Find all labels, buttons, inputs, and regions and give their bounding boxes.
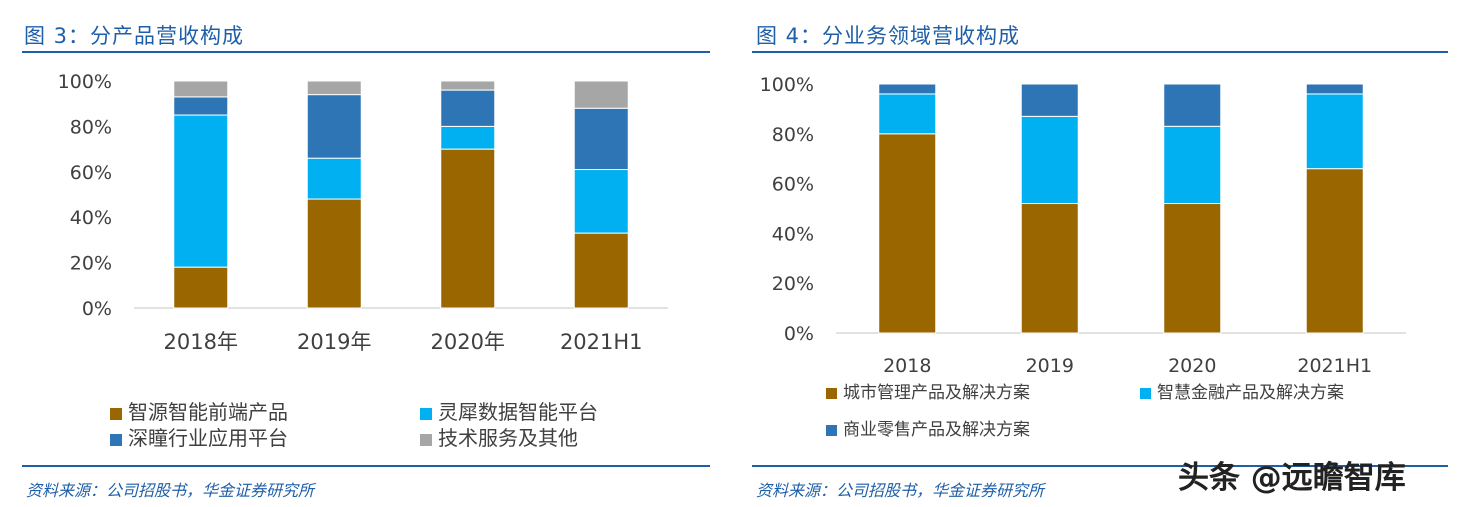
fig3-legend-label: 技术服务及其他 [438,426,578,450]
figure-3-bottom-rule [22,465,710,467]
fig4-legend-swatch [826,388,837,399]
fig3-bar-segment [173,266,229,309]
fig3-bar-segment [173,114,229,268]
fig3-legend-swatch [110,408,122,420]
fig3-bar-segment [306,80,362,96]
fig3-bar-segment [306,157,362,200]
fig3-ytick-label: 80% [70,116,112,138]
fig3-bar-segment [440,80,496,91]
figure-4-panel: 图 4：分业务领域营收构成 0% 20% 40% 60% 80% 100% 2018 2019… [730,0,1462,507]
figure-3-panel: 图 3：分产品营收构成 0% 20% 40% 60% 80% 100% 2018年 2019年… [0,0,720,507]
fig4-ytick-label: 0% [784,323,814,345]
figure-4-title: 图 4：分业务领域营收构成 [756,24,1021,48]
fig4-ytick-label: 60% [772,174,814,196]
fig3-legend-swatch [110,434,122,446]
fig3-bar-segment [573,169,629,234]
fig3-ytick-label: 0% [82,298,112,320]
fig3-bar-segment [173,80,229,98]
figure-3-chart: 0% 20% 40% 60% 80% 100% 2018年 2019年 2020年 2021H1 智… [58,71,668,450]
fig4-bar-segment [1020,203,1079,334]
figure-4-bottom-rule [752,465,1448,467]
fig3-bar-segment [440,125,496,150]
fig4-bar-segment [1305,83,1364,95]
figure-3-source: 资料来源：公司招股书，华金证券研究所 [26,481,315,500]
fig4-bar-segment [1163,203,1222,334]
fig4-bar-segment [1163,125,1222,205]
fig3-ytick-label: 20% [70,253,112,275]
figure-4-source: 资料来源：公司招股书，华金证券研究所 [756,481,1045,500]
fig3-legend-label: 智源智能前端产品 [128,400,288,424]
fig4-category-label: 2020 [1168,355,1216,377]
fig4-legend-label: 城市管理产品及解决方案 [843,383,1030,403]
fig4-bar-segment [878,93,937,135]
fig3-bar-segment [173,96,229,116]
fig4-legend-label: 智慧金融产品及解决方案 [1157,383,1344,403]
fig4-legend-swatch [826,425,837,436]
fig3-bar-segment [306,198,362,309]
figure-4-top-rule [752,51,1448,53]
fig4-bar-segment [878,83,937,95]
fig4-bar-segment [1305,168,1364,334]
fig3-bar-segment [306,94,362,159]
fig3-bar-segment [440,89,496,127]
figure-3-title: 图 3：分产品营收构成 [24,24,245,48]
fig4-bar-segment [1163,83,1222,127]
fig4-legend-label: 商业零售产品及解决方案 [843,420,1030,440]
fig4-ytick-label: 100% [760,74,814,96]
fig3-ytick-label: 40% [70,207,112,229]
fig4-ytick-label: 40% [772,223,814,245]
fig4-category-label: 2018 [883,355,931,377]
figure-3-top-rule [22,51,710,53]
fig4-category-label: 2019 [1026,355,1074,377]
fig4-ytick-label: 20% [772,273,814,295]
fig3-bar-segment [573,232,629,309]
fig4-category-label: 2021H1 [1297,355,1372,377]
fig3-ytick-label: 60% [70,162,112,184]
fig3-bar-segment [573,107,629,171]
fig3-category-label: 2020年 [431,330,505,354]
figure-4-chart: 0% 20% 40% 60% 80% 100% 2018 2019 2020 2021H1 城市管理… [760,74,1406,440]
fig3-legend-swatch [420,434,432,446]
fig3-bar-segment [573,80,629,109]
fig4-bar-segment [1020,115,1079,205]
fig3-legend-label: 灵犀数据智能平台 [438,400,598,424]
fig3-category-label: 2019年 [297,330,371,354]
fig3-category-label: 2018年 [164,330,238,354]
watermark-text: 头条 @远瞻智库 [1178,460,1406,496]
fig4-bar-segment [1020,83,1079,117]
fig3-category-label: 2021H1 [560,330,643,354]
fig3-legend-label: 深瞳行业应用平台 [128,426,288,450]
fig4-bar-segment [1305,93,1364,170]
fig3-legend-swatch [420,408,432,420]
fig3-ytick-label: 100% [58,71,112,93]
fig4-bar-segment [878,133,937,334]
fig3-bar-segment [440,148,496,309]
fig4-legend-swatch [1140,388,1151,399]
fig4-ytick-label: 80% [772,124,814,146]
